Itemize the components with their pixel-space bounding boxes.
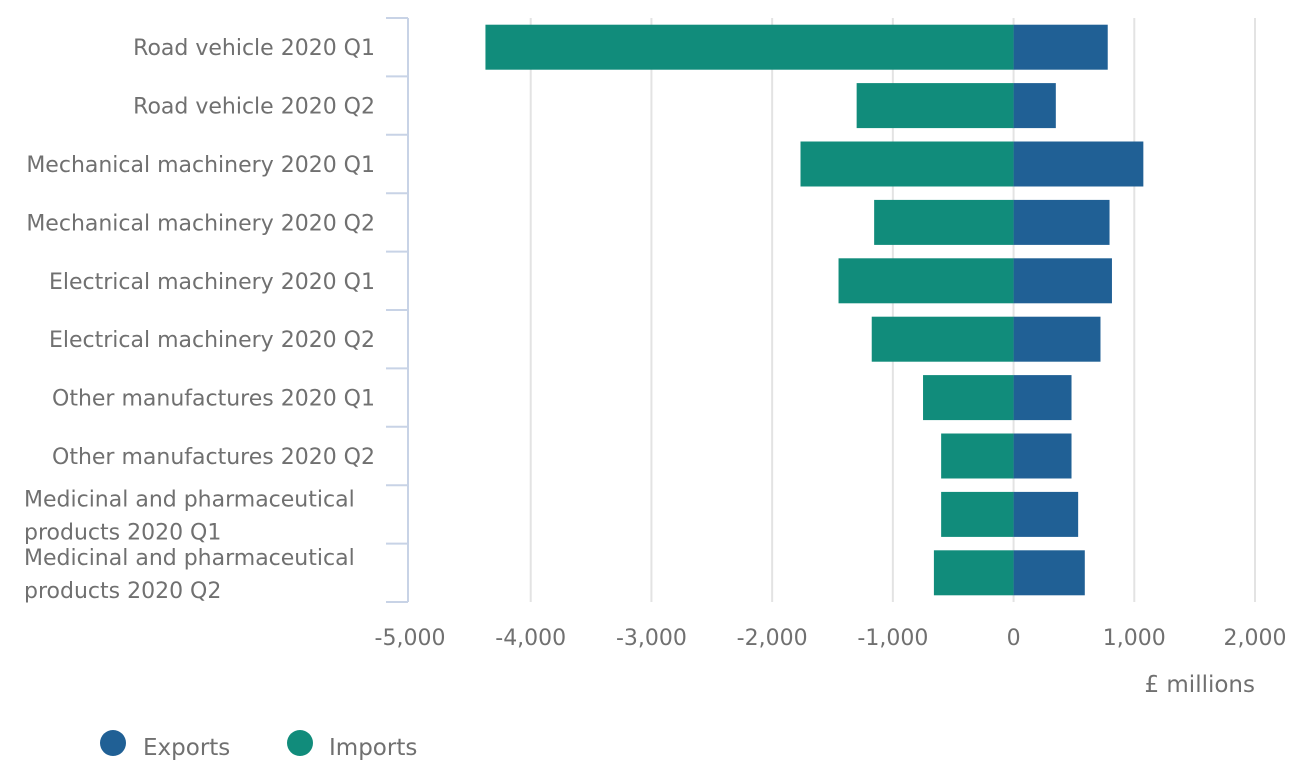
bars xyxy=(485,24,1144,596)
legend-item-imports[interactable]: Imports xyxy=(287,730,417,761)
bar-exports[interactable] xyxy=(1013,258,1112,304)
x-tick-label: 0 xyxy=(1007,626,1021,651)
bar-exports[interactable] xyxy=(1013,433,1072,479)
bar-imports[interactable] xyxy=(923,375,1014,421)
bar-exports[interactable] xyxy=(1013,375,1072,421)
category-label: Mechanical machinery 2020 Q2 xyxy=(26,211,375,236)
bar-exports[interactable] xyxy=(1013,199,1110,245)
category-label: Other manufactures 2020 Q1 xyxy=(52,387,375,412)
bar-imports[interactable] xyxy=(933,550,1014,596)
bar-imports[interactable] xyxy=(871,316,1014,362)
category-label: Medicinal and pharmaceutical products 202… xyxy=(24,487,355,545)
bar-imports[interactable] xyxy=(856,83,1014,129)
legend-item-exports[interactable]: Exports xyxy=(100,730,230,761)
x-axis-title: £ millions xyxy=(1144,672,1255,698)
bar-imports[interactable] xyxy=(874,199,1014,245)
category-label: Medicinal and pharmaceutical products 202… xyxy=(24,546,355,604)
bar-exports[interactable] xyxy=(1013,24,1108,70)
legend-swatch xyxy=(287,730,313,756)
category-axis xyxy=(386,17,409,603)
legend-label: Imports xyxy=(329,735,417,760)
bar-exports[interactable] xyxy=(1013,316,1101,362)
bar-imports[interactable] xyxy=(485,24,1014,70)
category-label: Mechanical machinery 2020 Q1 xyxy=(26,153,375,178)
bar-exports[interactable] xyxy=(1013,550,1085,596)
x-tick-label: -4,000 xyxy=(495,626,566,651)
legend-swatch xyxy=(100,730,126,756)
category-label: Road vehicle 2020 Q1 xyxy=(133,36,375,61)
bar-exports[interactable] xyxy=(1013,83,1056,129)
legend: Exports Imports xyxy=(100,730,417,761)
x-tick-label: -5,000 xyxy=(375,626,446,651)
category-label: Electrical machinery 2020 Q2 xyxy=(49,328,375,353)
x-tick-label: -3,000 xyxy=(616,626,687,651)
bar-imports[interactable] xyxy=(941,491,1014,537)
bar-imports[interactable] xyxy=(800,141,1014,187)
legend-label: Exports xyxy=(143,735,230,760)
category-label: Other manufactures 2020 Q2 xyxy=(52,445,375,470)
x-tick-label: 1,000 xyxy=(1103,626,1166,651)
category-label: Road vehicle 2020 Q2 xyxy=(133,95,375,120)
bar-imports[interactable] xyxy=(838,258,1014,304)
x-tick-label: -2,000 xyxy=(737,626,808,651)
bar-exports[interactable] xyxy=(1013,491,1079,537)
category-labels: Road vehicle 2020 Q1 Road vehicle 2020 Q2… xyxy=(24,36,375,604)
category-label: Electrical machinery 2020 Q1 xyxy=(49,270,375,295)
x-tick-labels: -5,000 -4,000 -3,000 -2,000 -1,000 0 1,000 2,00… xyxy=(375,626,1287,651)
bar-imports[interactable] xyxy=(941,433,1014,479)
x-tick-label: -1,000 xyxy=(857,626,928,651)
x-tick-label: 2,000 xyxy=(1224,626,1287,651)
bar-exports[interactable] xyxy=(1013,141,1144,187)
